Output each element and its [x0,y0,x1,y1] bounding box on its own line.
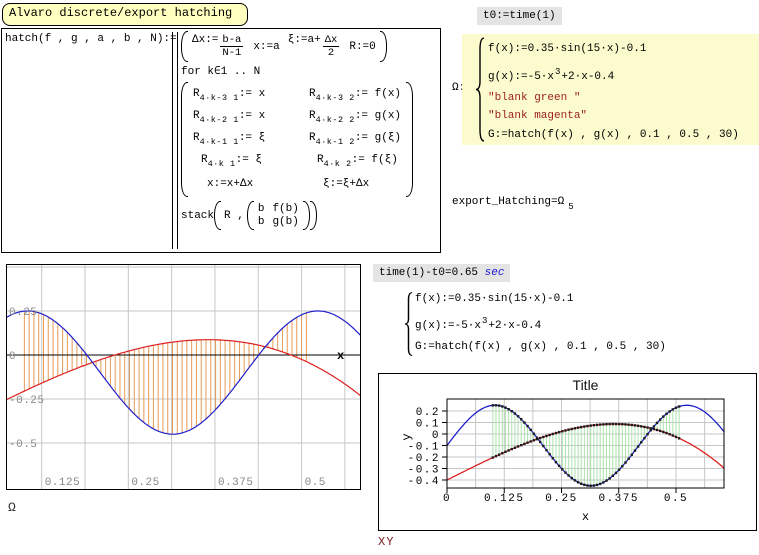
assignment-row: R4·k 1:= ξ R4·k 2:= f(ξ) [201,154,398,170]
worksheet-title: Alvaro discrete/export hatching [9,6,233,20]
hatch-program-region[interactable]: hatch(f , g , a , b , N):= Δx:= b-a N-1 x:… [1,28,441,253]
dx-assign: Δx:= [192,34,219,46]
timing-result-region[interactable]: time(1)-t0=0.65 sec [373,264,511,282]
loop-body-group: R4·k-3 1:= x R4·k-3 2:= f(x) R4·k-2 1:= … [181,82,414,198]
string-blank-magenta: "blank magenta" [488,110,588,122]
svg-text:-0.5: -0.5 [9,439,37,451]
right-paren [379,31,387,63]
svg-text:0: 0 [9,351,16,363]
svg-text:-0.1: -0.1 [408,442,440,454]
worksheet-title-box[interactable]: Alvaro discrete/export hatching [2,3,248,26]
svg-text:x: x [582,510,589,524]
svg-text:0.125: 0.125 [484,493,525,505]
xy-definition-region[interactable]: f(x):=0.35·sin(15·x)-0.1 g(x):=-5·x3+2·x… [372,288,702,360]
g-definition: g(x):=-5·x3+2·x-0.4 [415,316,542,332]
assignment-row: R4·k-1 1:= ξ R4·k-1 2:= g(ξ) [193,132,402,148]
omega-index: 5 [568,202,574,212]
xy-component-frame[interactable]: Title 0.2 0.1 0 -0.1 -0.2 -0.3 -0.4 0 0.125 0.25 0.… [378,373,757,531]
export-hatching-region[interactable]: export_Hatching=Ω 5 [452,196,574,212]
svg-text:-0.3: -0.3 [408,465,440,477]
left-brace [475,37,485,142]
svg-text:0.25: 0.25 [9,307,37,319]
svg-text:-0.2: -0.2 [408,453,440,465]
time-unit: sec [484,267,505,279]
G-definition: G:=hatch(f(x) , g(x) , 0.1 , 0.5 , 30) [415,341,666,353]
svg-text:0.2: 0.2 [416,407,440,419]
right-paren [302,201,310,231]
svg-text:0.5: 0.5 [664,493,688,505]
right-paren [309,201,317,231]
assignment-row: R4·k-3 1:= x R4·k-3 2:= f(x) [193,88,402,104]
omega-definition-region[interactable]: f(x):=0.35·sin(15·x)-0.1 g(x):=-5·x3+2·x… [462,34,759,145]
f-definition: f(x):=0.35·sin(15·x)-0.1 [488,43,647,55]
svg-text:0.125: 0.125 [45,477,81,489]
matrix: b f(b) b g(b) [246,201,310,231]
r-init: R:=0 [349,40,376,53]
stack-arg: R , [224,209,244,222]
svg-text:-0.25: -0.25 [9,395,45,407]
xi-init: ξ:=a+ [287,34,321,46]
svg-text:y: y [400,433,414,440]
svg-text:0: 0 [432,430,440,442]
string-blank-green: "blank green " [488,92,581,104]
stack-line: stack R , b f(b) b g(b) [181,201,413,231]
left-paren [214,201,222,231]
update-row: x:=x+Δx ξ:=ξ+Δx [207,177,370,190]
xy-component-label: XY [378,535,395,549]
hatch-definition-lhs: hatch(f , g , a , b , N):= [5,33,177,45]
program-body: Δx:= b-a N-1 x:=a ξ:=a+ Δx 2 R:=0 for k∈1 ..… [181,31,414,231]
init-group: Δx:= b-a N-1 x:=a ξ:=a+ Δx 2 R:=0 [181,31,413,63]
svg-text:-0.4: -0.4 [408,476,440,488]
svg-text:0.375: 0.375 [218,477,254,489]
left-paren [246,201,254,231]
svg-text:x: x [337,349,344,363]
svg-text:0: 0 [443,493,451,505]
svg-text:0.1: 0.1 [416,419,440,431]
svg-text:Title: Title [573,377,599,393]
left-brace [404,292,413,356]
assignment-row: R4·k-2 1:= x R4·k-2 2:= g(x) [193,110,402,126]
svg-text:0.25: 0.25 [131,477,159,489]
omega-chart[interactable]: 0.25 0 -0.25 -0.5 0.125 0.25 0.375 0.5 x [6,264,361,490]
svg-text:0.5: 0.5 [305,477,326,489]
program-bar [172,32,178,249]
t0-definition-region[interactable]: t0:=time(1) [477,7,562,25]
svg-text:0.25: 0.25 [545,493,577,505]
left-paren [181,82,188,198]
right-paren [406,82,414,198]
x-init: x:=a [253,40,280,53]
omega-axis-expression: Ω [8,500,16,515]
f-definition: f(x):=0.35·sin(15·x)-0.1 [415,293,574,305]
g-definition: g(x):=-5·x3+2·x-0.4 [488,67,615,83]
t0-definition: t0:=time(1) [483,10,556,22]
fraction-dx-over-2: Δx 2 [322,34,340,60]
svg-text:0.375: 0.375 [598,493,639,505]
for-loop-line: for k∈1 .. N [181,66,261,79]
stack-fn: stack [181,209,215,222]
fraction-b-a-over-N-1: b-a N-1 [220,34,244,60]
G-definition: G:=hatch(f(x) , g(x) , 0.1 , 0.5 , 30) [488,129,739,141]
left-paren [181,31,188,63]
